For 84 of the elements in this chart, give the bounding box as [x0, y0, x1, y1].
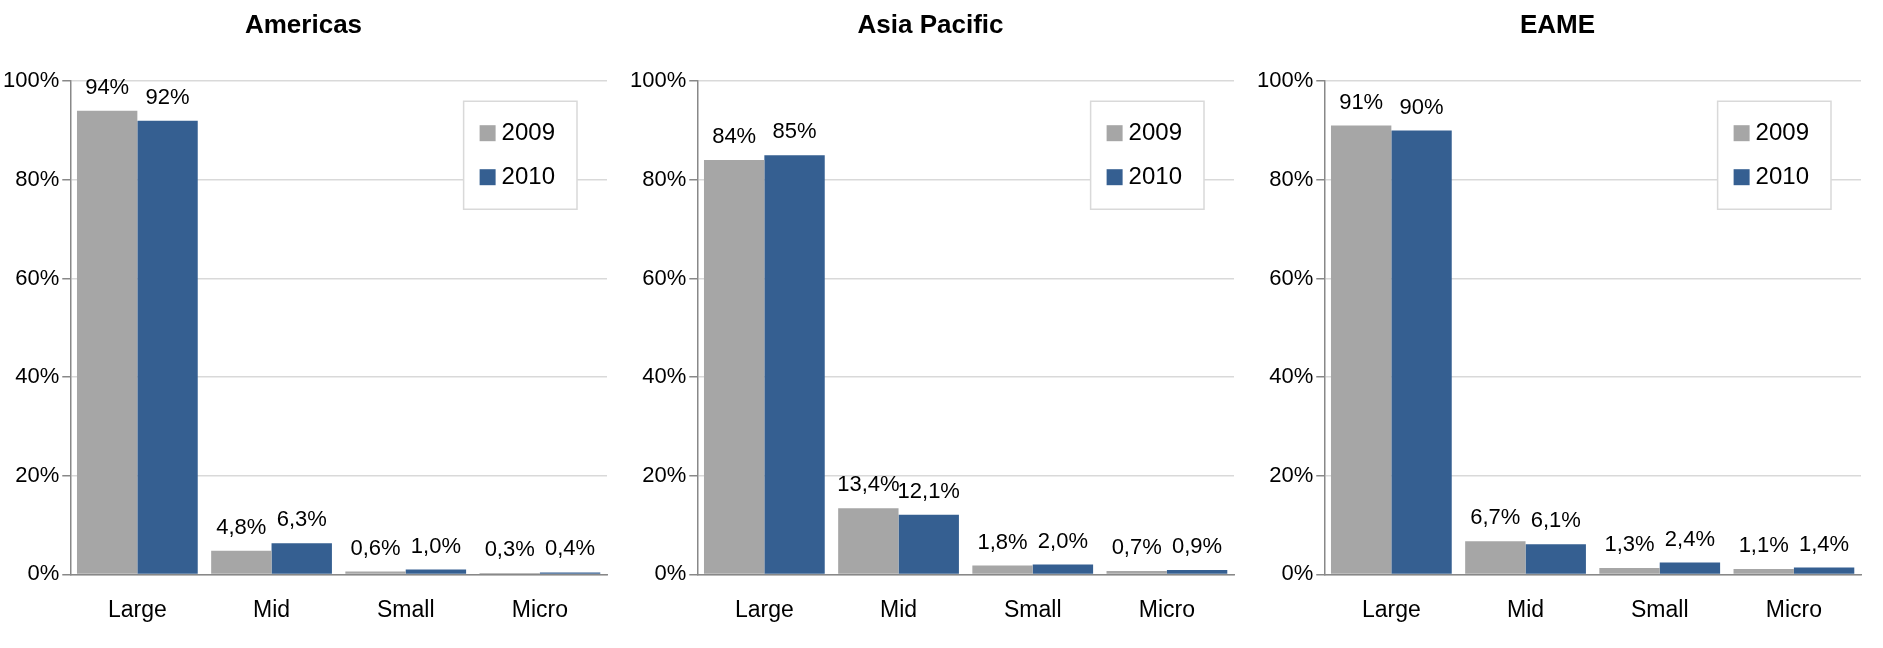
bar — [1106, 570, 1167, 574]
bar — [1599, 567, 1660, 574]
chart-title: Asia Pacific — [857, 8, 1004, 39]
data-label: 94% — [85, 73, 130, 99]
legend-label: 2009 — [1755, 117, 1809, 145]
data-label: 84% — [712, 123, 757, 149]
legend-label: 2010 — [1128, 161, 1182, 189]
y-tick-label: 80% — [1269, 165, 1314, 191]
legend-label: 2009 — [1128, 117, 1182, 145]
y-tick-label: 60% — [642, 264, 687, 290]
y-tick-label: 60% — [15, 264, 60, 290]
bar — [1465, 541, 1526, 574]
x-tick-label: Mid — [1507, 595, 1545, 622]
bar — [898, 514, 959, 574]
chart-title: Americas — [244, 8, 363, 39]
bar — [764, 155, 825, 574]
y-tick-label: 80% — [15, 165, 60, 191]
data-label: 0,4% — [545, 535, 596, 561]
legend-label: 2010 — [501, 161, 555, 189]
y-tick-label: 40% — [1269, 363, 1314, 389]
bar — [1659, 562, 1721, 574]
x-tick-label: Small — [1003, 595, 1062, 622]
data-label: 1,4% — [1799, 530, 1850, 556]
y-tick-label: 0% — [1281, 560, 1314, 586]
data-label: 0,9% — [1172, 533, 1223, 559]
data-label: 4,8% — [216, 513, 267, 539]
bar — [1032, 564, 1094, 574]
bar — [76, 110, 138, 574]
data-label: 91% — [1339, 88, 1384, 114]
y-tick-label: 100% — [1256, 67, 1314, 93]
legend-label: 2010 — [1755, 161, 1809, 189]
x-tick-label: Small — [376, 595, 435, 622]
bar — [838, 508, 899, 574]
bar — [271, 543, 332, 574]
y-tick-label: 60% — [1269, 264, 1314, 290]
legend-label: 2009 — [501, 117, 555, 145]
bar — [1733, 568, 1794, 574]
bar — [1330, 125, 1392, 574]
x-tick-label: Large — [107, 595, 167, 622]
bar — [703, 160, 765, 574]
data-label: 0,6% — [350, 534, 401, 560]
data-label: 92% — [145, 83, 190, 109]
data-label: 6,7% — [1470, 504, 1521, 530]
x-tick-label: Large — [1361, 595, 1421, 622]
bar — [972, 565, 1033, 574]
data-label: 2,4% — [1664, 525, 1715, 551]
y-tick-label: 20% — [1269, 461, 1314, 487]
x-tick-label: Micro — [1765, 595, 1823, 622]
x-tick-label: Micro — [511, 595, 569, 622]
bar — [1166, 569, 1228, 574]
y-tick-label: 0% — [27, 560, 60, 586]
x-tick-label: Small — [1630, 595, 1689, 622]
bar — [345, 571, 406, 574]
y-tick-label: 100% — [2, 67, 60, 93]
data-label: 13,4% — [837, 471, 900, 497]
y-tick-label: 20% — [15, 461, 60, 487]
data-label: 1,0% — [410, 532, 461, 558]
bar — [1793, 567, 1855, 574]
data-label: 0,7% — [1111, 534, 1162, 560]
data-label: 85% — [772, 118, 817, 144]
y-tick-label: 20% — [642, 461, 687, 487]
y-tick-label: 100% — [629, 67, 687, 93]
data-label: 6,1% — [1530, 507, 1581, 533]
data-label: 0,3% — [484, 535, 535, 561]
x-tick-label: Mid — [253, 595, 291, 622]
data-label: 2,0% — [1037, 527, 1088, 553]
x-tick-label: Large — [734, 595, 794, 622]
chart-title: EAME — [1519, 8, 1596, 39]
x-tick-label: Micro — [1138, 595, 1196, 622]
data-label: 1,3% — [1604, 531, 1655, 557]
data-label: 6,3% — [276, 506, 327, 532]
data-label: 90% — [1399, 93, 1444, 119]
bar — [405, 569, 467, 574]
bar — [211, 550, 272, 574]
data-label: 1,1% — [1738, 532, 1789, 558]
data-label: 1,8% — [977, 528, 1028, 554]
bar — [137, 120, 198, 574]
y-tick-label: 40% — [15, 363, 60, 389]
y-tick-label: 0% — [654, 560, 687, 586]
x-tick-label: Mid — [880, 595, 918, 622]
y-tick-label: 40% — [642, 363, 687, 389]
bar — [1391, 130, 1452, 574]
bar — [1525, 544, 1586, 574]
y-tick-label: 80% — [642, 165, 687, 191]
